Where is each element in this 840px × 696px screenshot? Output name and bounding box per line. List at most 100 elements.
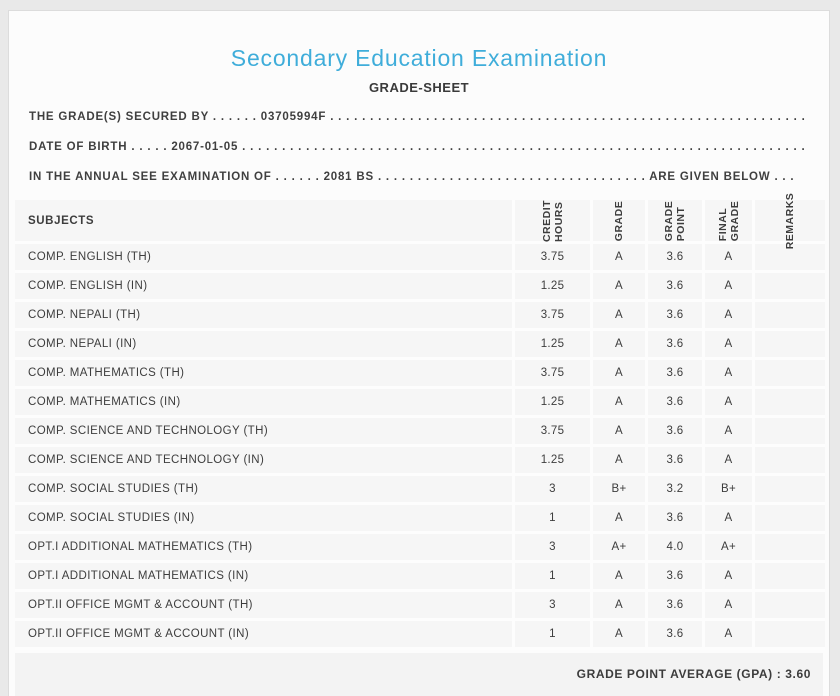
grade-point-cell: 3.6: [645, 331, 702, 360]
gpa-summary-bar: GRADE POINT AVERAGE (GPA) : 3.60: [15, 653, 823, 696]
credit-hours-cell: 3.75: [512, 418, 590, 447]
column-header-grade-point: GRADE POINT: [645, 200, 702, 244]
credit-hours-cell: 3.75: [512, 302, 590, 331]
final-grade-cell: A: [702, 418, 752, 447]
grade-cell: A: [590, 331, 645, 360]
dot-trailer: . . . . . . . . . . . . . . . . . . . . …: [377, 171, 646, 183]
info-line-examination-year: IN THE ANNUAL SEE EXAMINATION OF . . . .…: [29, 162, 809, 192]
symbol-number-value: 03705994F: [260, 111, 327, 123]
dot-leader: . . . . .: [131, 141, 168, 153]
table-row: COMP. ENGLISH (IN) 1.25 A 3.6 A: [15, 273, 825, 302]
grade-cell: A: [590, 273, 645, 302]
grade-cell: A: [590, 563, 645, 592]
grade-cell: A: [590, 505, 645, 534]
grade-point-cell: 3.6: [645, 302, 702, 331]
credit-hours-cell: 1.25: [512, 389, 590, 418]
grade-point-cell: 3.6: [645, 273, 702, 302]
grade-cell: A: [590, 360, 645, 389]
subject-cell: COMP. MATHEMATICS (TH): [15, 360, 512, 389]
table-row: COMP. SOCIAL STUDIES (IN) 1 A 3.6 A: [15, 505, 825, 534]
subject-cell: OPT.I ADDITIONAL MATHEMATICS (IN): [15, 563, 512, 592]
remarks-cell: [752, 621, 825, 650]
final-grade-cell: A: [702, 563, 752, 592]
remarks-cell: [752, 418, 825, 447]
credit-hours-cell: 1.25: [512, 447, 590, 476]
final-grade-cell: A: [702, 621, 752, 650]
grade-point-cell: 3.6: [645, 621, 702, 650]
subject-cell: COMP. ENGLISH (TH): [15, 244, 512, 273]
table-row: COMP. ENGLISH (TH) 3.75 A 3.6 A: [15, 244, 825, 273]
credit-hours-cell: 1.25: [512, 331, 590, 360]
grade-cell: A: [590, 447, 645, 476]
remarks-cell: [752, 273, 825, 302]
remarks-cell: [752, 331, 825, 360]
column-header-subjects: SUBJECTS: [15, 200, 512, 244]
final-grade-cell: A: [702, 273, 752, 302]
date-of-birth-value: 2067-01-05: [171, 141, 239, 153]
remarks-cell: [752, 389, 825, 418]
grade-point-cell: 3.6: [645, 360, 702, 389]
subject-cell: OPT.I ADDITIONAL MATHEMATICS (TH): [15, 534, 512, 563]
final-grade-cell: A+: [702, 534, 752, 563]
table-row: OPT.II OFFICE MGMT & ACCOUNT (TH) 3 A 3.6 A: [15, 592, 825, 621]
grade-point-cell: 3.6: [645, 418, 702, 447]
subject-cell: COMP. SCIENCE AND TECHNOLOGY (TH): [15, 418, 512, 447]
credit-hours-cell: 3: [512, 476, 590, 505]
table-row: COMP. SOCIAL STUDIES (TH) 3 B+ 3.2 B+: [15, 476, 825, 505]
credit-hours-cell: 1.25: [512, 273, 590, 302]
grade-point-cell: 4.0: [645, 534, 702, 563]
dot-leader: . . . . . .: [212, 111, 257, 123]
column-header-credit-hours: CREDIT HOURS: [512, 199, 590, 244]
remarks-cell: [752, 563, 825, 592]
final-grade-cell: A: [702, 592, 752, 621]
grade-cell: B+: [590, 476, 645, 505]
final-grade-cell: A: [702, 447, 752, 476]
grade-cell: A: [590, 418, 645, 447]
page-title: Secondary Education Examination: [230, 45, 608, 71]
grade-cell: A: [590, 389, 645, 418]
table-row: COMP. NEPALI (IN) 1.25 A 3.6 A: [15, 331, 825, 360]
credit-hours-cell: 3.75: [512, 360, 590, 389]
subject-cell: COMP. SOCIAL STUDIES (IN): [15, 505, 512, 534]
remarks-cell: [752, 447, 825, 476]
remarks-cell: [752, 244, 825, 273]
subject-cell: OPT.II OFFICE MGMT & ACCOUNT (TH): [15, 592, 512, 621]
table-body: COMP. ENGLISH (TH) 3.75 A 3.6 A COMP. ENGLISH…: [15, 244, 825, 650]
credit-hours-cell: 3: [512, 592, 590, 621]
grade-point-cell: 3.6: [645, 505, 702, 534]
dot-trailer: . . . . . . . . . . . . . . . . . . . . …: [330, 111, 809, 123]
final-grade-cell: B+: [702, 476, 752, 505]
subject-cell: COMP. NEPALI (TH): [15, 302, 512, 331]
info-label: THE GRADE(S) SECURED BY: [29, 111, 209, 123]
info-label: DATE OF BIRTH: [29, 141, 128, 153]
column-header-grade: GRADE: [590, 200, 645, 244]
subject-cell: COMP. ENGLISH (IN): [15, 273, 512, 302]
grades-table: SUBJECTS CREDIT HOURS GRADE GRADE POINT …: [15, 192, 825, 650]
table-row: OPT.I ADDITIONAL MATHEMATICS (IN) 1 A 3.6 A: [15, 563, 825, 592]
remarks-cell: [752, 534, 825, 563]
final-grade-cell: A: [702, 360, 752, 389]
remarks-cell: [752, 360, 825, 389]
grade-point-cell: 3.6: [645, 244, 702, 273]
credit-hours-cell: 3.75: [512, 244, 590, 273]
column-header-remarks: REMARKS: [752, 192, 825, 249]
info-suffix: ARE GIVEN BELOW . . .: [649, 171, 795, 183]
info-line-date-of-birth: DATE OF BIRTH . . . . . 2067-01-05 . . .…: [29, 132, 809, 162]
final-grade-cell: A: [702, 302, 752, 331]
remarks-cell: [752, 302, 825, 331]
info-label: IN THE ANNUAL SEE EXAMINATION OF: [29, 171, 272, 183]
grade-point-cell: 3.6: [645, 563, 702, 592]
grade-cell: A: [590, 592, 645, 621]
remarks-cell: [752, 476, 825, 505]
table-row: COMP. MATHEMATICS (TH) 3.75 A 3.6 A: [15, 360, 825, 389]
grade-cell: A: [590, 302, 645, 331]
grade-point-cell: 3.6: [645, 389, 702, 418]
table-row: COMP. SCIENCE AND TECHNOLOGY (TH) 3.75 A 3.…: [15, 418, 825, 447]
exam-year-value: 2081 BS: [323, 171, 374, 183]
candidate-info-block: THE GRADE(S) SECURED BY . . . . . . 0370…: [29, 102, 809, 192]
table-row: COMP. MATHEMATICS (IN) 1.25 A 3.6 A: [15, 389, 825, 418]
table-row: OPT.II OFFICE MGMT & ACCOUNT (IN) 1 A 3.6 A: [15, 621, 825, 650]
gradesheet-subtitle: GRADE-SHEET: [368, 80, 470, 95]
credit-hours-cell: 1: [512, 505, 590, 534]
remarks-cell: [752, 505, 825, 534]
